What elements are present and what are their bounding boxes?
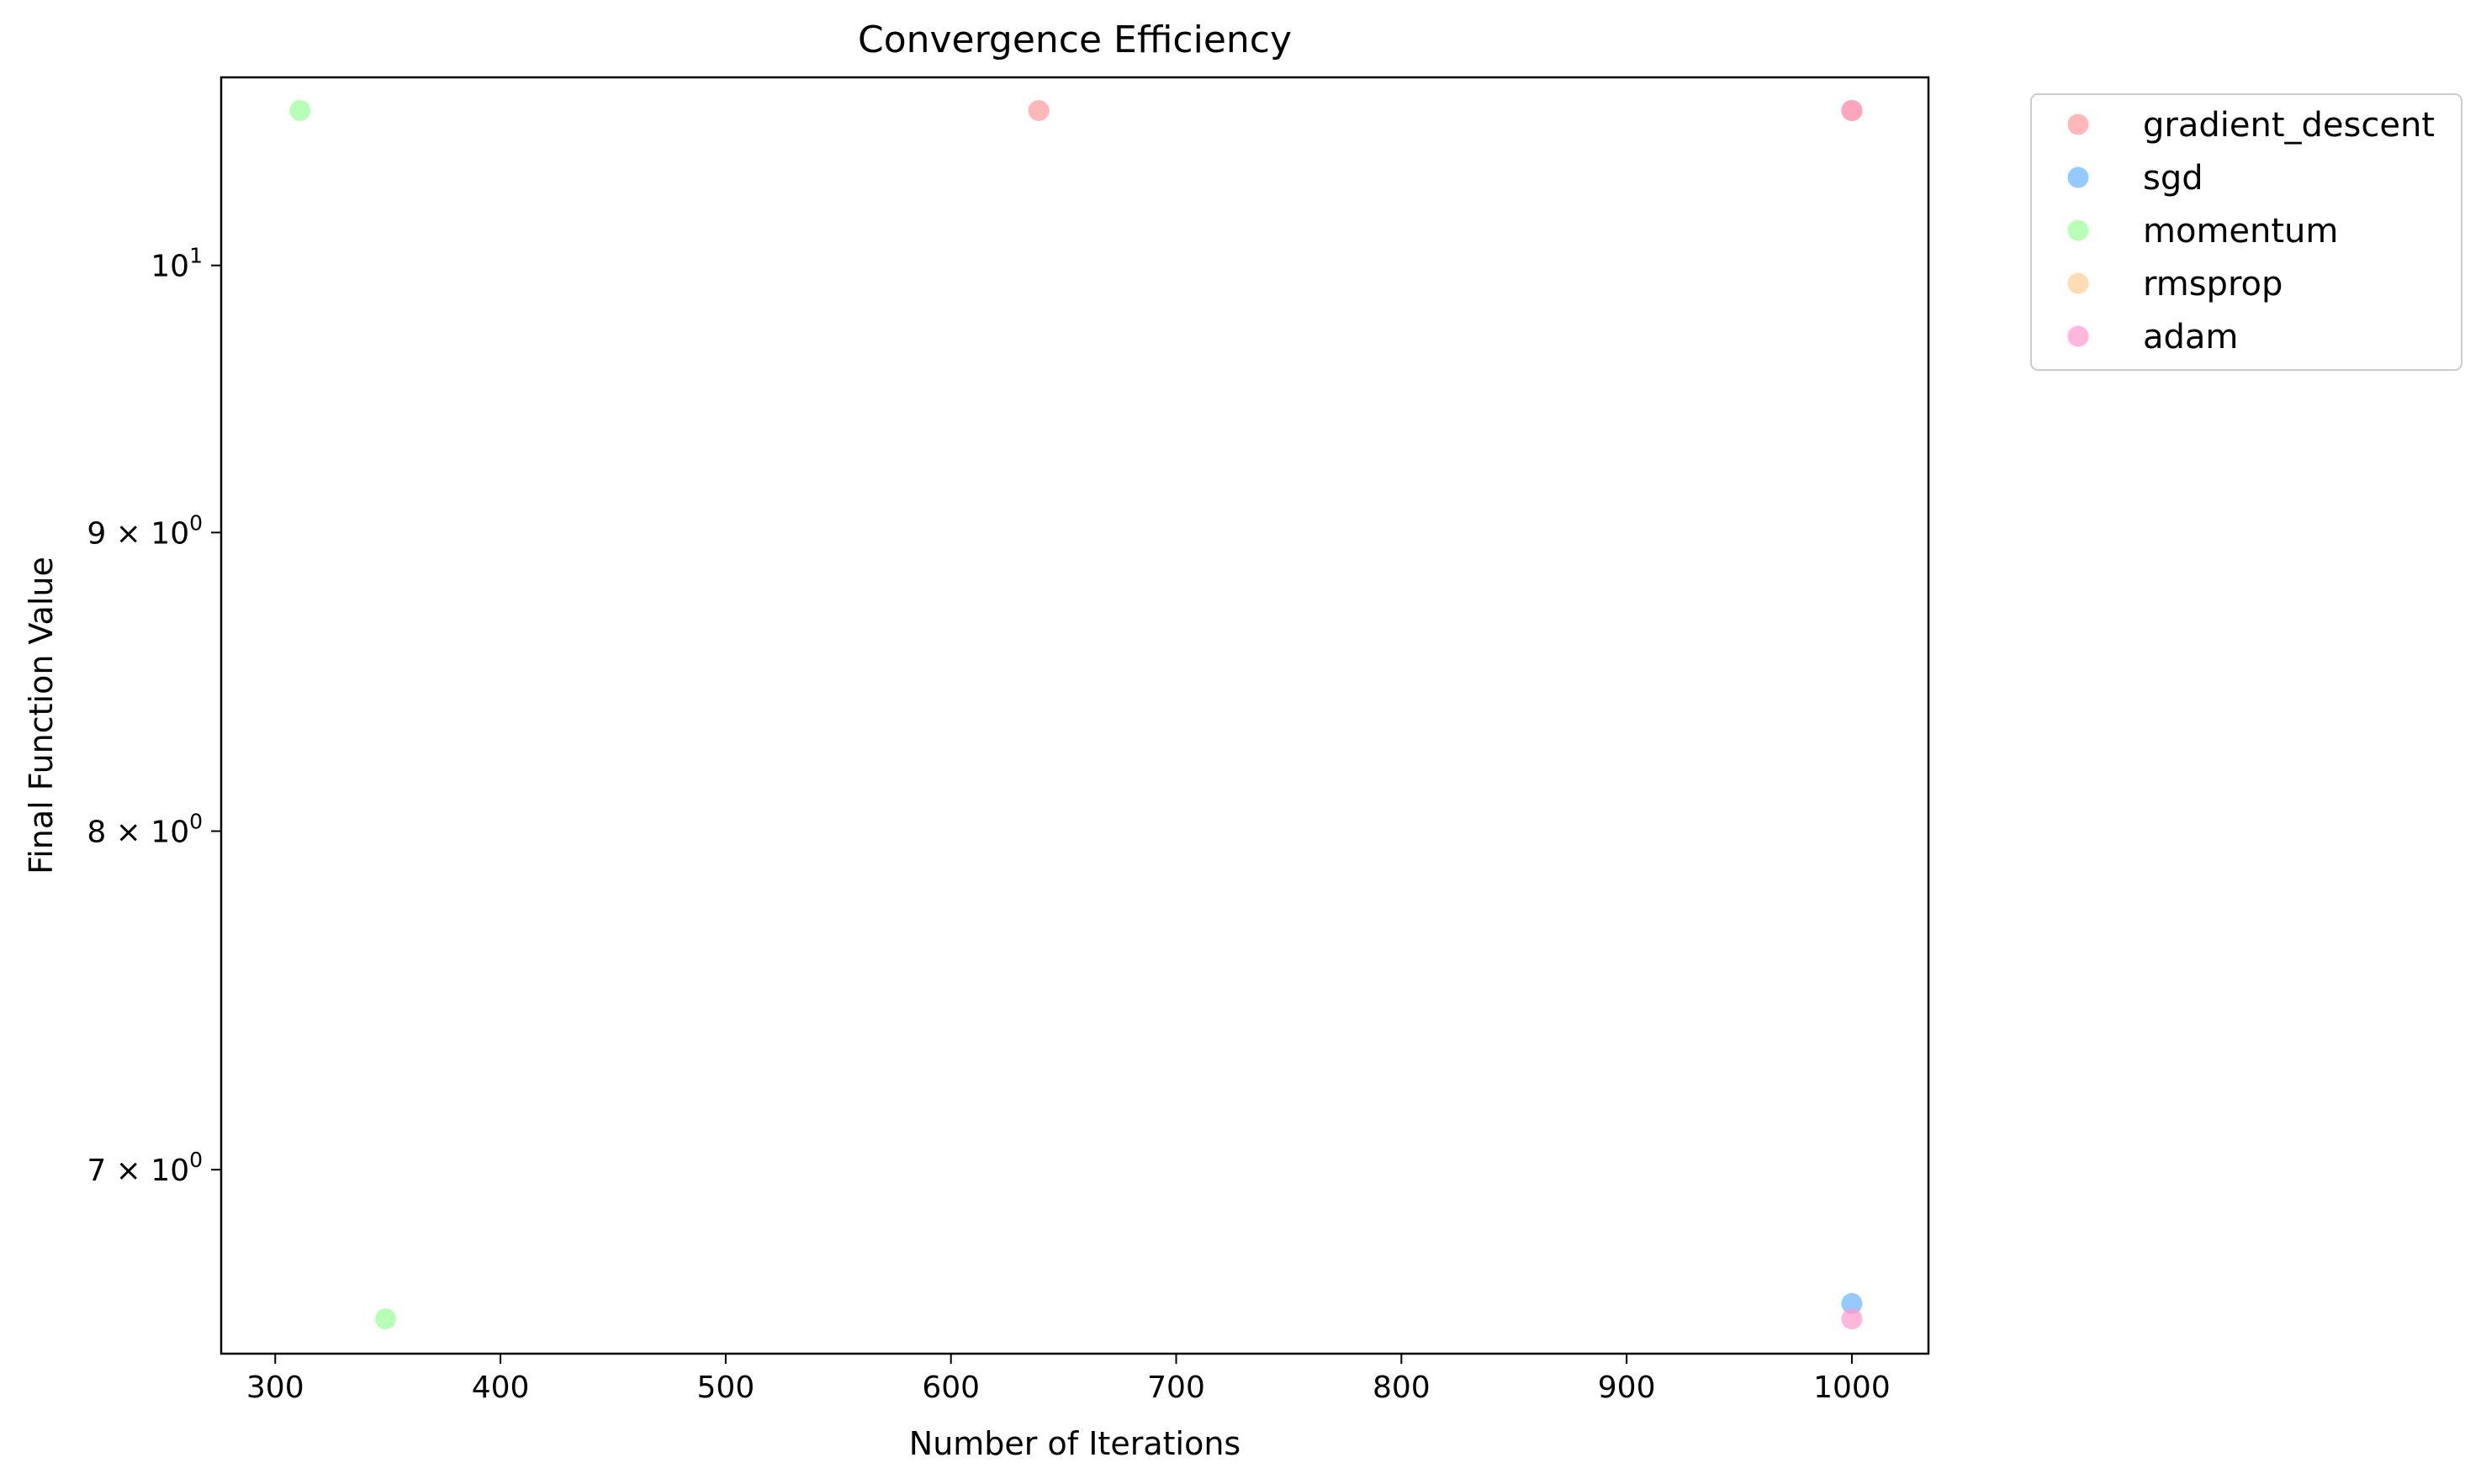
x-tick-label: 300 xyxy=(246,1370,304,1405)
chart-title: Convergence Efficiency xyxy=(858,18,1292,61)
scatter-point xyxy=(1028,99,1050,121)
legend-marker xyxy=(2067,114,2089,135)
scatter-point xyxy=(375,1308,397,1330)
legend-marker xyxy=(2067,166,2089,188)
scatter-point xyxy=(1841,1308,1863,1330)
y-axis-label: Final Function Value xyxy=(23,557,60,874)
legend-label: momentum xyxy=(2143,212,2338,251)
x-axis-label: Number of Iterations xyxy=(909,1425,1240,1462)
legend-label: gradient_descent xyxy=(2143,106,2435,145)
y-tick-label: 101 xyxy=(151,244,203,284)
legend-marker xyxy=(2067,272,2089,294)
legend-marker xyxy=(2067,325,2089,347)
x-axis: 300 400 500 600 700 800 900 1000 xyxy=(246,1354,1891,1405)
legend-label: adam xyxy=(2143,318,2238,356)
x-tick-label: 500 xyxy=(697,1370,755,1405)
x-tick-label: 400 xyxy=(472,1370,530,1405)
x-tick-label: 600 xyxy=(922,1370,980,1405)
plot-area xyxy=(220,76,1930,1355)
y-tick-label: 9 × 100 xyxy=(87,510,203,551)
scatter-point xyxy=(289,99,311,121)
y-tick-label: 7 × 100 xyxy=(87,1148,203,1188)
scatter-point xyxy=(1841,99,1863,121)
scatter-point xyxy=(1841,1292,1863,1314)
y-tick-label: 8 × 100 xyxy=(87,810,203,850)
y-axis: 7 × 100 8 × 100 9 × 100 101 xyxy=(87,244,221,1188)
scatter-markers xyxy=(289,99,1863,1330)
legend-marker xyxy=(2067,219,2089,241)
x-tick-label: 1000 xyxy=(1813,1370,1891,1405)
legend-label: rmsprop xyxy=(2143,265,2283,304)
legend-frame xyxy=(2030,93,2462,371)
x-tick-label: 700 xyxy=(1147,1370,1205,1405)
x-tick-label: 900 xyxy=(1598,1370,1656,1405)
x-tick-label: 800 xyxy=(1373,1370,1431,1405)
legend-label: sgd xyxy=(2143,159,2203,198)
